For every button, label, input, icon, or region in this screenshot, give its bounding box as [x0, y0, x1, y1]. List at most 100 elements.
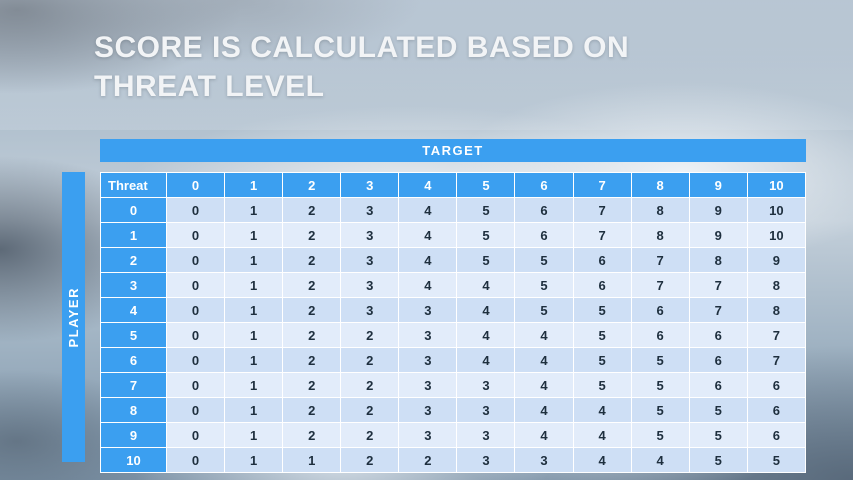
score-cell-3-9: 7 — [688, 272, 748, 298]
score-cell-6-1: 1 — [224, 347, 284, 373]
column-header-0: 0 — [165, 172, 226, 198]
score-cell-2-4: 4 — [398, 247, 458, 273]
score-cell-9-8: 5 — [630, 422, 690, 448]
score-cell-7-10: 6 — [746, 372, 807, 398]
score-cell-2-2: 2 — [282, 247, 342, 273]
score-cell-1-0: 0 — [165, 222, 226, 248]
score-cell-5-4: 3 — [398, 322, 458, 348]
score-cell-4-1: 1 — [224, 297, 284, 323]
score-cell-1-6: 6 — [514, 222, 574, 248]
title-line-2: THREAT LEVEL — [94, 70, 325, 103]
score-cell-6-3: 2 — [340, 347, 400, 373]
score-cell-7-2: 2 — [282, 372, 342, 398]
score-cell-8-4: 3 — [398, 397, 458, 423]
score-cell-4-2: 2 — [282, 297, 342, 323]
score-cell-3-10: 8 — [746, 272, 807, 298]
score-cell-5-10: 7 — [746, 322, 807, 348]
score-cell-7-8: 5 — [630, 372, 690, 398]
score-cell-9-10: 6 — [746, 422, 807, 448]
score-cell-4-5: 4 — [456, 297, 516, 323]
score-cell-2-10: 9 — [746, 247, 807, 273]
score-cell-5-2: 2 — [282, 322, 342, 348]
score-cell-2-0: 0 — [165, 247, 226, 273]
score-cell-1-3: 3 — [340, 222, 400, 248]
score-cell-2-9: 8 — [688, 247, 748, 273]
score-cell-5-6: 4 — [514, 322, 574, 348]
score-cell-1-5: 5 — [456, 222, 516, 248]
score-cell-7-5: 3 — [456, 372, 516, 398]
score-cell-2-5: 5 — [456, 247, 516, 273]
score-cell-6-4: 3 — [398, 347, 458, 373]
score-cell-8-6: 4 — [514, 397, 574, 423]
score-cell-4-3: 3 — [340, 297, 400, 323]
score-cell-3-6: 5 — [514, 272, 574, 298]
score-cell-6-8: 5 — [630, 347, 690, 373]
score-cell-4-6: 5 — [514, 297, 574, 323]
score-cell-5-3: 2 — [340, 322, 400, 348]
score-cell-7-7: 5 — [572, 372, 632, 398]
score-cell-3-8: 7 — [630, 272, 690, 298]
score-cell-8-3: 2 — [340, 397, 400, 423]
score-cell-0-1: 1 — [224, 197, 284, 223]
score-cell-10-10: 5 — [746, 447, 807, 473]
page-title: SCORE IS CALCULATED BASED ON THREAT LEVEL — [94, 28, 774, 106]
score-cell-3-7: 6 — [572, 272, 632, 298]
score-cell-3-5: 4 — [456, 272, 516, 298]
column-header-9: 9 — [688, 172, 748, 198]
column-header-6: 6 — [514, 172, 574, 198]
score-cell-6-9: 6 — [688, 347, 748, 373]
score-cell-3-4: 4 — [398, 272, 458, 298]
row-header-9: 9 — [100, 422, 167, 448]
score-cell-2-1: 1 — [224, 247, 284, 273]
score-cell-2-7: 6 — [572, 247, 632, 273]
score-cell-9-0: 0 — [165, 422, 226, 448]
score-cell-3-3: 3 — [340, 272, 400, 298]
score-cell-10-2: 1 — [282, 447, 342, 473]
score-cell-6-10: 7 — [746, 347, 807, 373]
score-cell-5-9: 6 — [688, 322, 748, 348]
score-cell-7-6: 4 — [514, 372, 574, 398]
score-cell-0-10: 10 — [746, 197, 807, 223]
target-label: TARGET — [422, 143, 484, 158]
score-cell-9-9: 5 — [688, 422, 748, 448]
score-cell-5-7: 5 — [572, 322, 632, 348]
score-cell-4-9: 7 — [688, 297, 748, 323]
player-label: PLAYER — [66, 286, 81, 348]
score-cell-7-4: 3 — [398, 372, 458, 398]
corner-header-threat: Threat — [100, 172, 167, 198]
score-cell-3-1: 1 — [224, 272, 284, 298]
score-cell-6-6: 4 — [514, 347, 574, 373]
score-cell-8-2: 2 — [282, 397, 342, 423]
row-header-10: 10 — [100, 447, 167, 473]
score-cell-1-1: 1 — [224, 222, 284, 248]
column-header-5: 5 — [456, 172, 516, 198]
score-cell-9-1: 1 — [224, 422, 284, 448]
score-cell-1-2: 2 — [282, 222, 342, 248]
row-header-2: 2 — [100, 247, 167, 273]
row-header-0: 0 — [100, 197, 167, 223]
score-cell-1-7: 7 — [572, 222, 632, 248]
score-cell-6-5: 4 — [456, 347, 516, 373]
row-header-3: 3 — [100, 272, 167, 298]
score-cell-10-7: 4 — [572, 447, 632, 473]
score-cell-7-3: 2 — [340, 372, 400, 398]
score-cell-0-8: 8 — [630, 197, 690, 223]
table-row-threat-0: 0 0 1 2 3 4 5 6 7 8 9 10 — [100, 197, 807, 223]
score-cell-9-2: 2 — [282, 422, 342, 448]
score-cell-9-5: 3 — [456, 422, 516, 448]
column-header-1: 1 — [224, 172, 284, 198]
score-cell-0-5: 5 — [456, 197, 516, 223]
table-row-threat-1: 1 0 1 2 3 4 5 6 7 8 9 10 — [100, 222, 807, 248]
score-cell-8-1: 1 — [224, 397, 284, 423]
column-header-8: 8 — [630, 172, 690, 198]
score-cell-4-7: 5 — [572, 297, 632, 323]
score-cell-10-3: 2 — [340, 447, 400, 473]
column-header-3: 3 — [340, 172, 400, 198]
score-cell-5-1: 1 — [224, 322, 284, 348]
score-cell-5-8: 6 — [630, 322, 690, 348]
